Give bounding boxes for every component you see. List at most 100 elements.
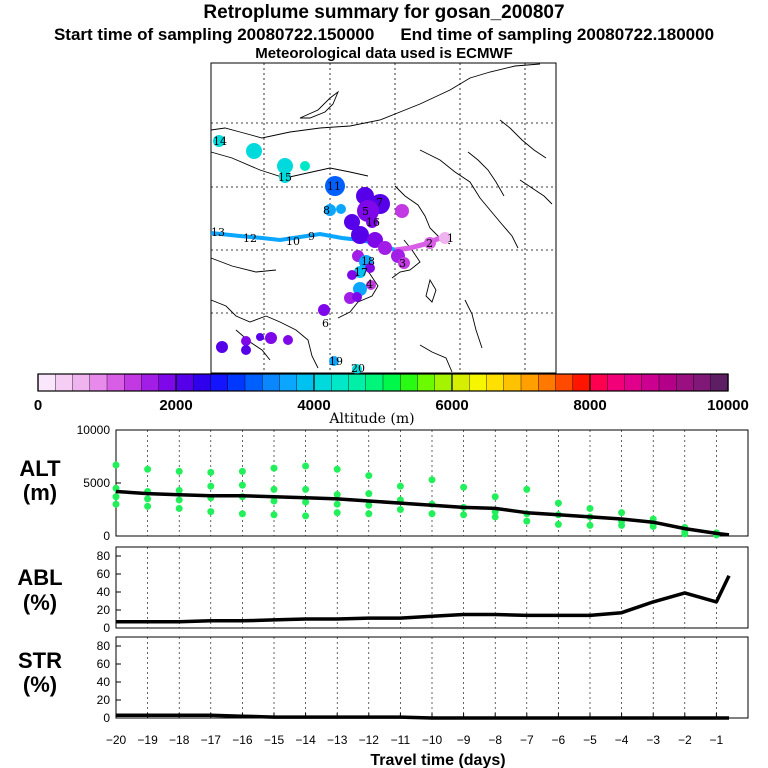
colorbar-cell	[193, 373, 212, 392]
y-tick-label: 80	[97, 639, 111, 653]
altitude-point	[554, 499, 562, 507]
map-point	[213, 135, 225, 147]
abl-panel-title: ABL	[17, 565, 62, 590]
start-time-label: Start time of sampling 20080722.150000	[53, 25, 375, 44]
x-tick-label: −11	[391, 733, 411, 747]
colorbar-cell	[434, 373, 453, 392]
altitude-point	[238, 467, 246, 475]
map-point	[241, 345, 251, 355]
colorbar-cell	[141, 373, 160, 392]
map-label-17: 17	[354, 266, 368, 279]
panel-str: 0 20 40 60 80	[97, 636, 749, 725]
colorbar-cell	[538, 373, 557, 392]
abl-series-line	[116, 575, 731, 624]
altitude-point	[238, 510, 246, 518]
x-axis-label: Travel time (days)	[370, 752, 505, 768]
map-point	[265, 332, 277, 344]
colorbar-cell	[279, 373, 298, 392]
y-tick-label: 40	[97, 675, 111, 689]
map-point	[347, 270, 357, 280]
map-point	[351, 226, 369, 244]
altitude-point	[460, 483, 468, 491]
x-tick-label: −20	[106, 733, 127, 747]
map-label-13: 13	[211, 226, 225, 239]
map-point	[300, 161, 310, 171]
x-tick-label: −6	[552, 733, 566, 747]
altitude-point	[365, 510, 373, 518]
map-label-4: 4	[366, 278, 373, 291]
colorbar-cell	[607, 373, 626, 392]
map-point	[366, 216, 378, 228]
colorbar-cell	[451, 373, 470, 392]
colorbar-cell	[227, 373, 246, 392]
colorbar-cell	[244, 373, 263, 392]
x-tick-label: −10	[422, 733, 443, 747]
altitude-point	[270, 497, 278, 505]
map-point	[378, 241, 392, 255]
altitude-point	[175, 486, 183, 494]
map-label-3: 3	[399, 257, 406, 270]
colorbar-cell	[158, 373, 177, 392]
x-tick-label: −5	[583, 733, 597, 747]
colorbar-tick-labels: 0 2000 4000 6000 8000 10000	[34, 374, 749, 414]
altitude-point	[302, 498, 310, 506]
map-label-10: 10	[286, 235, 300, 248]
colorbar-cell	[400, 373, 419, 392]
x-tick-label: −4	[615, 733, 629, 747]
colorbar-cell	[503, 373, 522, 392]
coastlines	[210, 63, 553, 373]
met-data-label: Meteorological data used is ECMWF	[255, 45, 513, 62]
colorbar-cell	[37, 373, 56, 392]
sampling-times: Start time of sampling 20080722.150000 En…	[0, 25, 768, 45]
x-tick-label: −18	[169, 733, 190, 747]
chart-title: Retroplume summary for gosan_200807	[203, 2, 565, 23]
altitude-point	[144, 495, 152, 503]
map-point	[283, 335, 293, 345]
panel-abl: 0 20 40 60 80	[97, 546, 749, 635]
y-tick-label: 0	[103, 711, 110, 725]
colorbar-cells	[37, 373, 729, 392]
map-point	[324, 204, 336, 216]
map-label-16: 16	[366, 216, 380, 229]
map-gridlines	[211, 63, 556, 373]
x-tick-label: −7	[520, 733, 534, 747]
alt-series-line	[115, 489, 730, 537]
x-axis: −20 −19 −18 −17 −16 −15 −14 −13 −12 −11 −10 −9 −8 −7−…	[106, 713, 724, 747]
map-point	[395, 204, 409, 218]
map-point	[329, 356, 339, 366]
map-number-labels: 1 2 3 4 5 6 7 8 9 10 11 12 13 14 15 16 1…	[211, 135, 454, 375]
y-tick-label: 20	[97, 603, 111, 617]
altitude-point	[333, 465, 341, 473]
map-point	[352, 292, 362, 302]
altitude-point	[491, 513, 499, 521]
alt-panel-unit: (m)	[23, 480, 57, 505]
colorbar-cell	[676, 373, 695, 392]
x-tick-label: −19	[137, 733, 158, 747]
altitude-point	[396, 506, 404, 513]
colorbar-tick-label: 4000	[297, 397, 330, 414]
map-label-20: 20	[351, 362, 365, 375]
map-point	[398, 257, 410, 269]
map-label-8: 8	[323, 204, 330, 217]
map-label-5: 5	[362, 205, 369, 218]
y-tick-label: 5000	[83, 476, 110, 490]
map-point	[241, 336, 251, 346]
map-label-14: 14	[213, 135, 227, 148]
colorbar-cell	[555, 373, 574, 392]
altitude-point	[649, 522, 657, 530]
colorbar-cell	[417, 373, 436, 392]
map-label-9: 9	[308, 230, 315, 243]
colorbar-cell	[124, 373, 143, 392]
colorbar-tick-label: 2000	[159, 397, 192, 414]
colorbar-cell	[469, 373, 488, 392]
altitude-point	[175, 504, 183, 512]
map-point	[439, 232, 451, 244]
map-label-6: 6	[322, 317, 329, 330]
panel-alt: 0 5000 10000	[77, 423, 749, 543]
colorbar-cell	[55, 373, 74, 392]
colorbar-cell	[313, 373, 332, 392]
x-tick-label: −15	[264, 733, 285, 747]
altitude-point	[554, 520, 562, 528]
x-tick-label: −9	[457, 733, 471, 747]
